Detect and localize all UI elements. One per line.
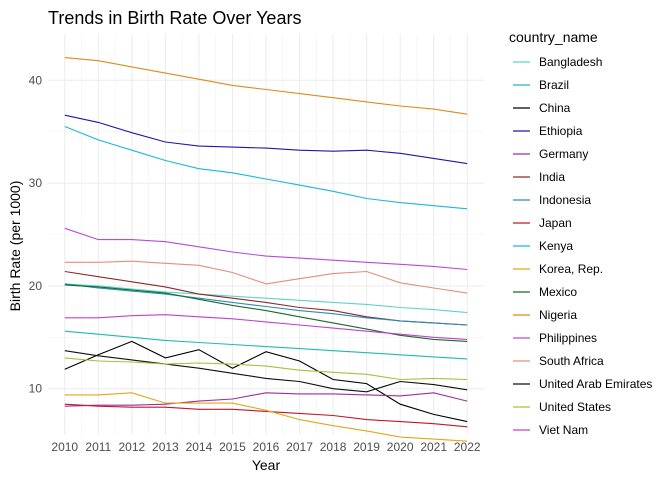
series-line-0 [64, 283, 468, 314]
x-tick-label: 2010 [51, 440, 78, 454]
x-tick-label: 2015 [219, 440, 246, 454]
legend-label-16: Viet Nam [539, 423, 588, 437]
x-tick-label: 2020 [387, 440, 414, 454]
x-tick-label: 2018 [320, 440, 347, 454]
y-tick-label: 10 [29, 382, 43, 396]
x-axis-title: Year [252, 457, 281, 473]
x-tick-label: 2019 [353, 440, 380, 454]
series-line-14 [64, 350, 468, 393]
x-tick-label: 2013 [152, 440, 179, 454]
legend-label-7: Japan [539, 216, 572, 230]
series-line-15 [64, 357, 468, 381]
x-tick-label: 2012 [118, 440, 145, 454]
x-tick-label: 2022 [454, 440, 481, 454]
series-lines [64, 57, 468, 442]
legend-label-6: Indonesia [539, 193, 591, 207]
x-axis-ticks: 2010 2011 2012 2013 2014 2015 2016 2017 2018 2019… [51, 440, 480, 454]
legend-label-14: United Arab Emirates [539, 377, 652, 391]
legend-label-9: Korea, Rep. [539, 262, 603, 276]
legend-label-10: Mexico [539, 285, 577, 299]
series-line-12 [64, 227, 468, 271]
series-line-2 [64, 340, 468, 423]
x-tick-label: 2014 [186, 440, 213, 454]
x-tick-label: 2016 [253, 440, 280, 454]
series-line-10 [64, 284, 468, 342]
series-line-8 [64, 125, 468, 210]
series-line-11 [64, 57, 468, 115]
series-line-16 [64, 314, 468, 340]
legend: Bangladesh Brazil China Ethiopia Germany Indi… [513, 55, 652, 437]
legend-title: country_name [509, 29, 598, 45]
legend-label-1: Brazil [539, 78, 569, 92]
legend-label-8: Kenya [539, 239, 573, 253]
series-line-3 [64, 114, 468, 165]
y-tick-label: 40 [29, 73, 43, 87]
legend-label-15: United States [539, 400, 611, 414]
y-axis-ticks: 10 20 30 40 [29, 73, 43, 395]
series-line-7 [64, 403, 468, 428]
series-line-1 [64, 330, 468, 360]
legend-label-0: Bangladesh [539, 55, 602, 69]
legend-label-12: Philippines [539, 331, 597, 345]
legend-label-13: South Africa [539, 354, 604, 368]
x-tick-label: 2021 [420, 440, 447, 454]
legend-label-3: Ethiopia [539, 124, 583, 138]
y-tick-label: 30 [29, 176, 43, 190]
series-line-13 [64, 260, 468, 294]
chart-title: Trends in Birth Rate Over Years [48, 8, 301, 28]
y-axis-title: Birth Rate (per 1000) [7, 181, 23, 312]
series-line-9 [64, 392, 468, 442]
y-tick-label: 20 [29, 279, 43, 293]
legend-label-5: India [539, 170, 565, 184]
legend-label-11: Nigeria [539, 308, 577, 322]
series-line-6 [64, 283, 468, 326]
x-tick-label: 2017 [286, 440, 313, 454]
x-tick-label: 2011 [85, 440, 111, 454]
legend-label-2: China [539, 101, 571, 115]
series-line-4 [64, 392, 468, 407]
legend-label-4: Germany [539, 147, 588, 161]
